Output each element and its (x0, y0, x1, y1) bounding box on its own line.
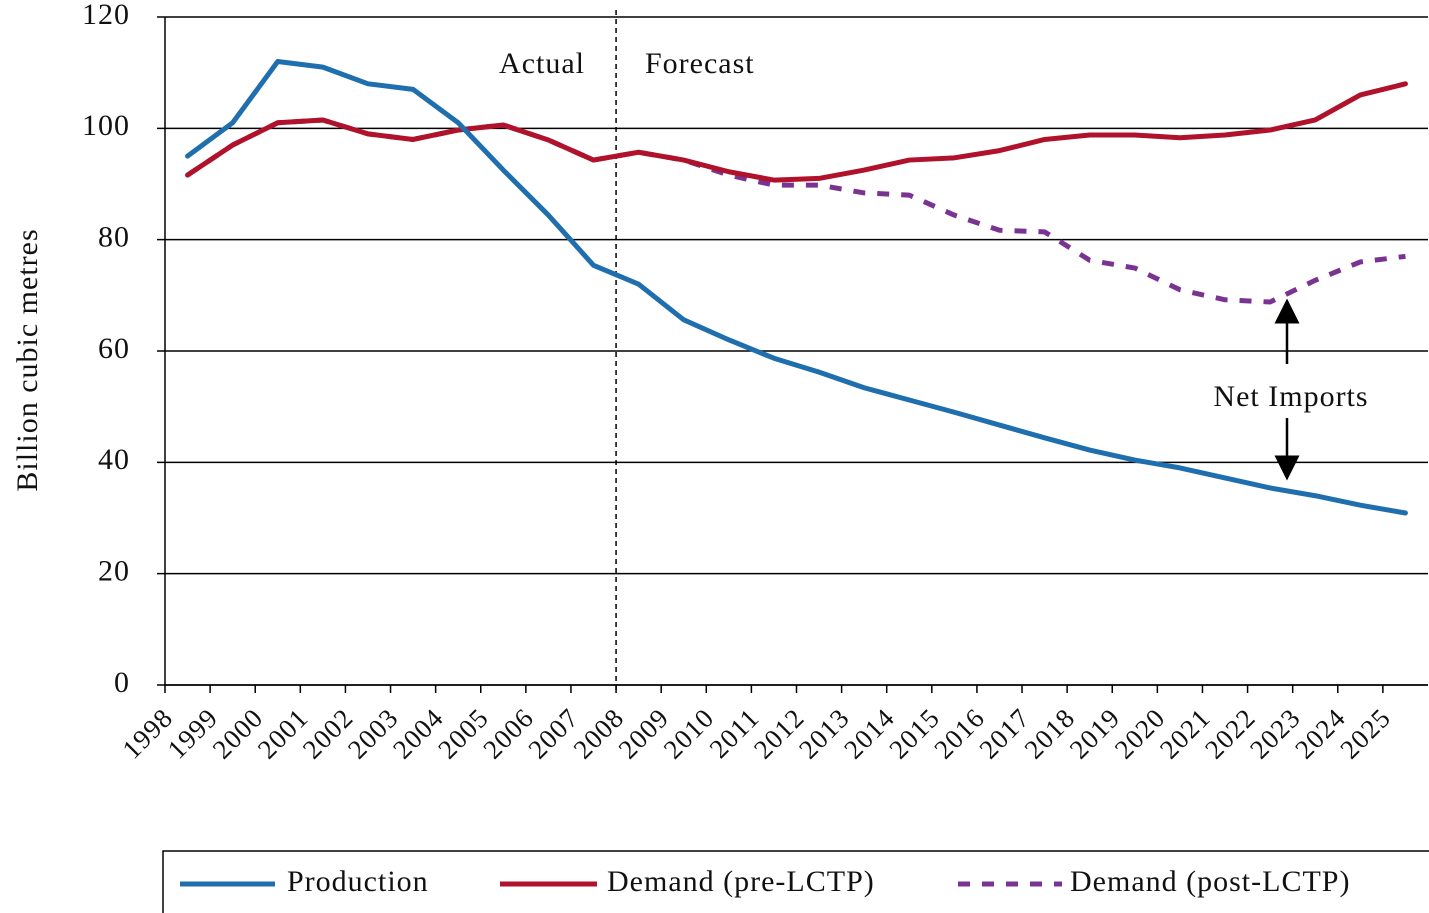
y-tick-label: 80 (98, 221, 130, 254)
legend-label: Production (287, 865, 429, 898)
x-tick-label: 2004 (387, 702, 449, 764)
x-tick-label: 2014 (838, 702, 900, 764)
x-tick-label: 2022 (1199, 702, 1261, 764)
annotation: Forecast (645, 47, 755, 80)
x-tick-label: 2023 (1244, 702, 1306, 764)
x-tick-label: 2002 (297, 702, 359, 764)
y-axis-label: Billion cubic metres (11, 228, 44, 491)
y-tick-label: 100 (82, 109, 130, 142)
x-tick-label: 2012 (748, 702, 810, 764)
x-tick-label: 2010 (658, 702, 720, 764)
x-tick-label: 2000 (207, 702, 269, 764)
x-tick-label: 2007 (522, 702, 584, 764)
x-tick-label: 2018 (1019, 702, 1081, 764)
annotation: Actual (499, 47, 585, 80)
x-tick-label: 2016 (928, 702, 990, 764)
x-tick-label: 2024 (1289, 702, 1351, 764)
x-tick-label: 2015 (883, 702, 945, 764)
x-tick-label: 1999 (162, 702, 224, 764)
x-tick-label: 2008 (567, 702, 629, 764)
legend-label: Demand (pre-LCTP) (607, 865, 875, 898)
x-tick-label: 1998 (116, 702, 178, 764)
x-tick-label: 2009 (613, 702, 675, 764)
x-tick-label: 2005 (432, 702, 494, 764)
y-tick-label: 20 (98, 555, 130, 588)
x-tick-label: 2025 (1334, 702, 1396, 764)
y-tick-label: 0 (114, 666, 130, 699)
x-tick-label: 2019 (1064, 702, 1126, 764)
x-tick-label: 2001 (252, 702, 314, 764)
x-tick-label: 2020 (1109, 702, 1171, 764)
annotation: Net Imports (1213, 380, 1368, 413)
x-tick-label: 2003 (342, 702, 404, 764)
x-tick-label: 2021 (1154, 702, 1216, 764)
y-tick-label: 120 (82, 0, 130, 31)
x-tick-label: 2011 (704, 702, 766, 764)
legend-box (162, 850, 1429, 913)
series-line (185, 81, 1408, 183)
series-line (185, 59, 1408, 516)
x-tick-label: 2017 (973, 702, 1035, 764)
series-line (186, 117, 1406, 305)
x-tick-label: 2013 (793, 702, 855, 764)
y-tick-label: 40 (98, 443, 130, 476)
y-tick-label: 60 (98, 332, 130, 365)
legend-label: Demand (post-LCTP) (1070, 865, 1350, 898)
x-tick-label: 2006 (477, 702, 539, 764)
